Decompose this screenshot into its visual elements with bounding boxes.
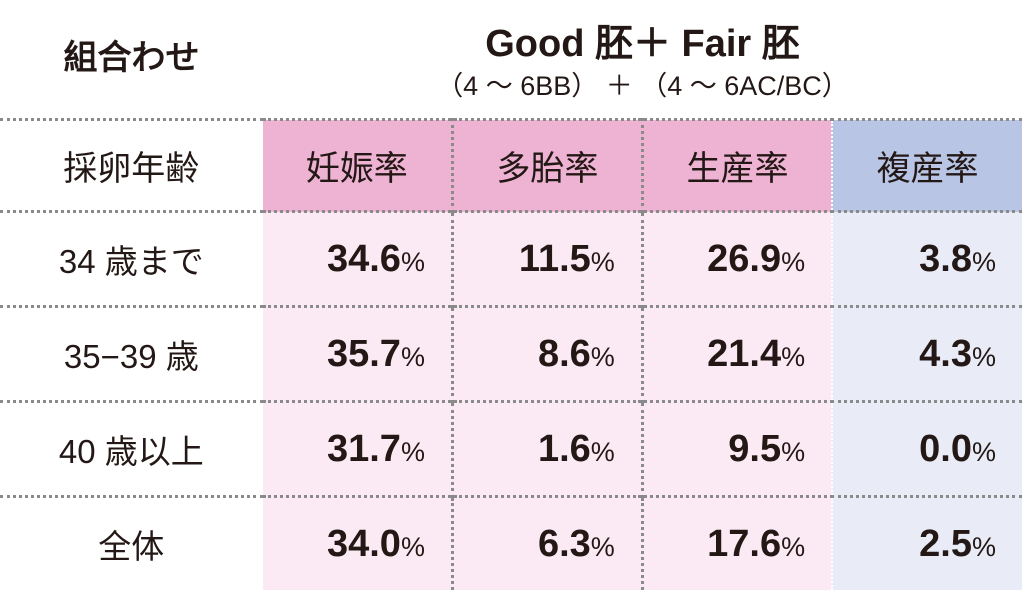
percent-unit: %: [590, 436, 615, 467]
row-label: 40 歳以上: [0, 401, 263, 497]
column-header: 生産率: [640, 119, 833, 212]
table-cell: 34.0%: [262, 496, 453, 590]
percent-unit: %: [781, 341, 806, 372]
percent-unit: %: [400, 436, 425, 467]
table-cell: 26.9%: [640, 211, 833, 307]
percent-unit: %: [590, 246, 615, 277]
header-row: 採卵年齢 妊娠率 多胎率 生産率 複産率: [0, 119, 1022, 212]
cell-value: 35.7: [326, 332, 401, 375]
row-label: 35−39 歳: [0, 306, 263, 402]
row-label: 全体: [0, 496, 263, 590]
percent-unit: %: [781, 531, 806, 562]
table-row: 35−39 歳 35.7% 8.6% 21.4% 4.3%: [0, 306, 1022, 402]
table-row: 34 歳まで 34.6% 11.5% 26.9% 3.8%: [0, 211, 1022, 307]
cell-value: 34.0: [326, 522, 401, 565]
table-cell: 21.4%: [640, 306, 833, 402]
percent-unit: %: [971, 436, 996, 467]
table-cell: 35.7%: [262, 306, 453, 402]
table-row: 全体 34.0% 6.3% 17.6% 2.5%: [0, 496, 1022, 590]
table-cell: 17.6%: [640, 496, 833, 590]
results-table: 採卵年齢 妊娠率 多胎率 生産率 複産率 34 歳まで 34.6% 11.5% 26.…: [0, 118, 1022, 590]
percent-unit: %: [971, 341, 996, 372]
cell-value: 26.9: [707, 237, 782, 280]
percent-unit: %: [400, 531, 425, 562]
cell-value: 21.4: [707, 332, 782, 375]
cell-value: 3.8: [919, 237, 972, 280]
table-cell: 9.5%: [640, 401, 833, 497]
table-cell: 6.3%: [450, 496, 643, 590]
cell-value: 0.0: [919, 427, 972, 470]
column-header: 多胎率: [450, 119, 643, 212]
cell-value: 8.6: [537, 332, 591, 375]
percent-unit: %: [781, 436, 806, 467]
cell-value: 34.6: [326, 237, 401, 280]
cell-value: 17.6: [707, 522, 782, 565]
table-subtitle: （4 〜 6BB） ＋ （4 〜 6AC/BC）: [436, 71, 849, 101]
percent-unit: %: [590, 531, 615, 562]
table-cell: 34.6%: [262, 211, 453, 307]
table-cell: 1.6%: [450, 401, 643, 497]
table-cell: 2.5%: [831, 496, 1022, 590]
cell-value: 9.5: [728, 427, 782, 470]
row-header-label: 採卵年齢: [0, 119, 263, 212]
table-title: Good 胚＋ Fair 胚: [485, 23, 800, 65]
table-cell: 11.5%: [450, 211, 643, 307]
combination-label: 組合わせ: [63, 39, 200, 77]
percent-unit: %: [971, 531, 996, 562]
cell-value: 1.6: [537, 427, 591, 470]
cell-value: 6.3: [537, 522, 591, 565]
table-cell: 3.8%: [831, 211, 1022, 307]
percent-unit: %: [400, 341, 425, 372]
percent-unit: %: [781, 246, 806, 277]
column-header: 妊娠率: [262, 119, 453, 212]
cell-value: 31.7: [326, 427, 401, 470]
percent-unit: %: [971, 246, 996, 277]
cell-value: 11.5: [518, 237, 591, 280]
table-cell: 0.0%: [831, 401, 1022, 497]
table-cell: 8.6%: [450, 306, 643, 402]
table-cell: 4.3%: [831, 306, 1022, 402]
percent-unit: %: [590, 341, 615, 372]
cell-value: 4.3: [919, 332, 972, 375]
percent-unit: %: [400, 246, 425, 277]
table-cell: 31.7%: [262, 401, 453, 497]
cell-value: 2.5: [919, 522, 972, 565]
table-row: 40 歳以上 31.7% 1.6% 9.5% 0.0%: [0, 401, 1022, 497]
column-header: 複産率: [831, 119, 1022, 212]
row-label: 34 歳まで: [0, 211, 263, 307]
